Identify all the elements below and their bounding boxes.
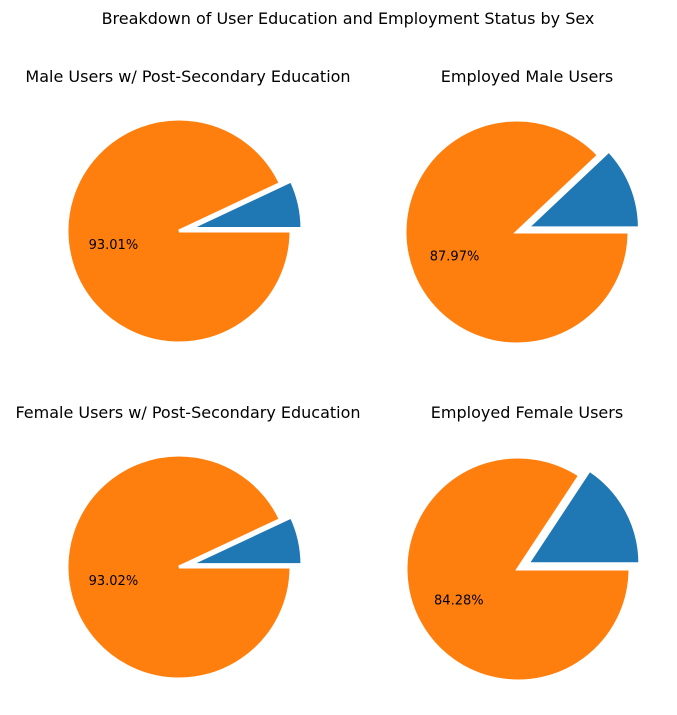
pie-slice-percent-label: 87.97% — [430, 249, 480, 264]
pie-title: Employed Female Users — [431, 403, 623, 422]
pie-slice — [525, 468, 642, 566]
pie-slice — [404, 455, 632, 683]
pie-slice — [189, 178, 304, 231]
pie-chart-female-education: Female Users w/ Post-Secondary Education… — [15, 403, 361, 681]
pie-slice-percent-label: 84.28% — [434, 593, 484, 608]
pie-slice — [65, 117, 293, 345]
pie-title: Female Users w/ Post-Secondary Education — [15, 403, 360, 422]
pie-slice — [189, 515, 304, 567]
pie-title: Employed Male Users — [441, 67, 613, 86]
pie-chart-male-education: Male Users w/ Post-Secondary Education 9… — [25, 67, 351, 345]
pie-slice — [523, 148, 641, 230]
pie-title: Male Users w/ Post-Secondary Education — [25, 67, 350, 86]
pie-slice-percent-label: 93.02% — [89, 574, 139, 589]
figure-title: Breakdown of User Education and Employme… — [102, 9, 595, 28]
pie-slice — [403, 118, 631, 346]
pie-slice-percent-label: 93.01% — [89, 238, 139, 253]
pie-slice — [65, 453, 293, 681]
pie-chart-male-employment: Employed Male Users 87.97% — [403, 67, 641, 346]
pie-chart-female-employment: Employed Female Users 84.28% — [404, 403, 642, 683]
